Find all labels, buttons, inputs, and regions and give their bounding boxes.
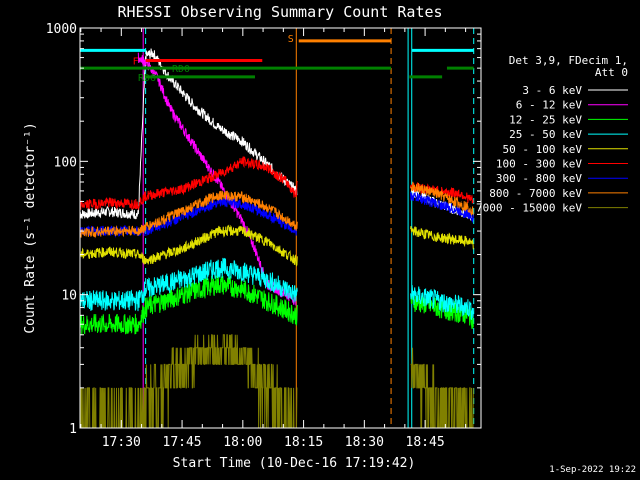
- series-line: [410, 347, 474, 428]
- state-bar-label: RD6: [138, 73, 156, 84]
- series-line: [410, 181, 474, 216]
- y-axis-label: Count Rate (s⁻¹ detector⁻¹): [23, 122, 38, 333]
- state-bar-label: S: [288, 34, 294, 45]
- y-tick-label: 10: [61, 289, 77, 304]
- y-tick-label: 1000: [46, 22, 77, 37]
- plot-frame: [79, 27, 482, 429]
- series-line: [80, 275, 298, 335]
- x-tick-label: 18:30: [345, 435, 384, 450]
- series-line: [80, 334, 298, 428]
- legend: Det 3,9, FDecim 1,Att 0 3 - 6 keV 6 - 12 k…: [476, 54, 628, 215]
- legend-label: 12 - 25 keV: [509, 113, 582, 126]
- y-tick-label: 100: [54, 155, 77, 170]
- legend-header: Det 3,9, FDecim 1,: [509, 54, 628, 67]
- series-line: [410, 191, 474, 224]
- series-line: [410, 285, 474, 320]
- series-line: [80, 190, 298, 239]
- legend-label: 7000 - 15000 keV: [476, 202, 582, 215]
- x-tick-label: 18:00: [223, 435, 262, 450]
- x-axis-label: Start Time (10-Dec-16 17:19:42): [173, 456, 416, 471]
- series-line: [80, 48, 298, 220]
- legend-label: 300 - 800 keV: [496, 172, 582, 185]
- legend-label: 100 - 300 keV: [496, 158, 582, 171]
- series-line: [80, 257, 298, 312]
- series-line: [410, 226, 474, 250]
- legend-label: 25 - 50 keV: [509, 128, 582, 141]
- chart-title: RHESSI Observing Summary Count Rates: [117, 3, 442, 21]
- x-tick-label: 18:45: [406, 435, 445, 450]
- legend-header: Att 0: [595, 66, 628, 79]
- legend-label: 50 - 100 keV: [503, 143, 583, 156]
- plot-clip-group: [80, 28, 475, 428]
- x-tick-label: 17:30: [102, 435, 141, 450]
- legend-label: 800 - 7000 keV: [489, 187, 582, 200]
- legend-label: 3 - 6 keV: [522, 84, 582, 97]
- state-bar-label: RD0: [172, 64, 190, 75]
- x-tick-label: 17:45: [163, 435, 202, 450]
- footer-timestamp: 1-Sep-2022 19:22: [549, 465, 636, 475]
- plot-area: 1 10 100 1000 17:30 17:45 18:00 18:15 18:30 18:45…: [46, 22, 482, 450]
- state-bar-label: F: [133, 57, 139, 68]
- series-line: [80, 224, 298, 267]
- legend-label: 6 - 12 keV: [516, 99, 583, 112]
- series-line: [80, 156, 298, 211]
- x-tick-label: 18:15: [284, 435, 323, 450]
- y-tick-label: 1: [69, 422, 77, 437]
